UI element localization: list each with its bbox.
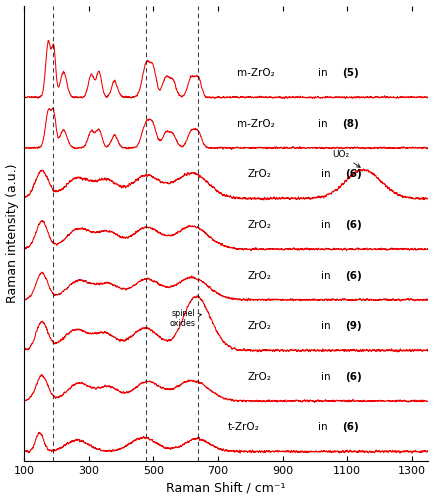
X-axis label: Raman Shift / cm⁻¹: Raman Shift / cm⁻¹ (166, 482, 286, 494)
Text: m-ZrO₂: m-ZrO₂ (237, 68, 275, 78)
Text: in: in (321, 220, 331, 230)
Y-axis label: Raman intensity (a.u.): Raman intensity (a.u.) (6, 164, 19, 303)
Text: (6): (6) (345, 372, 362, 382)
Text: in: in (318, 68, 328, 78)
Text: t-ZrO₂: t-ZrO₂ (227, 422, 260, 432)
Text: in: in (318, 119, 328, 129)
Text: in: in (318, 422, 328, 432)
Text: ZrO₂: ZrO₂ (247, 270, 271, 280)
Text: in: in (321, 372, 331, 382)
Text: ZrO₂: ZrO₂ (247, 220, 271, 230)
Text: spinel
oxides: spinel oxides (169, 309, 201, 328)
Text: in: in (321, 170, 331, 179)
Text: (6): (6) (345, 170, 362, 179)
Text: (6): (6) (342, 422, 359, 432)
Text: ZrO₂: ZrO₂ (247, 322, 271, 332)
Text: (9): (9) (345, 322, 362, 332)
Text: in: in (321, 322, 331, 332)
Text: (8): (8) (342, 119, 359, 129)
Text: (6): (6) (345, 220, 362, 230)
Text: (5): (5) (342, 68, 359, 78)
Text: ZrO₂: ZrO₂ (247, 170, 271, 179)
Text: (6): (6) (345, 270, 362, 280)
Text: ZrO₂: ZrO₂ (247, 372, 271, 382)
Text: in: in (321, 270, 331, 280)
Text: m-ZrO₂: m-ZrO₂ (237, 119, 275, 129)
Text: UO₂: UO₂ (332, 150, 360, 168)
